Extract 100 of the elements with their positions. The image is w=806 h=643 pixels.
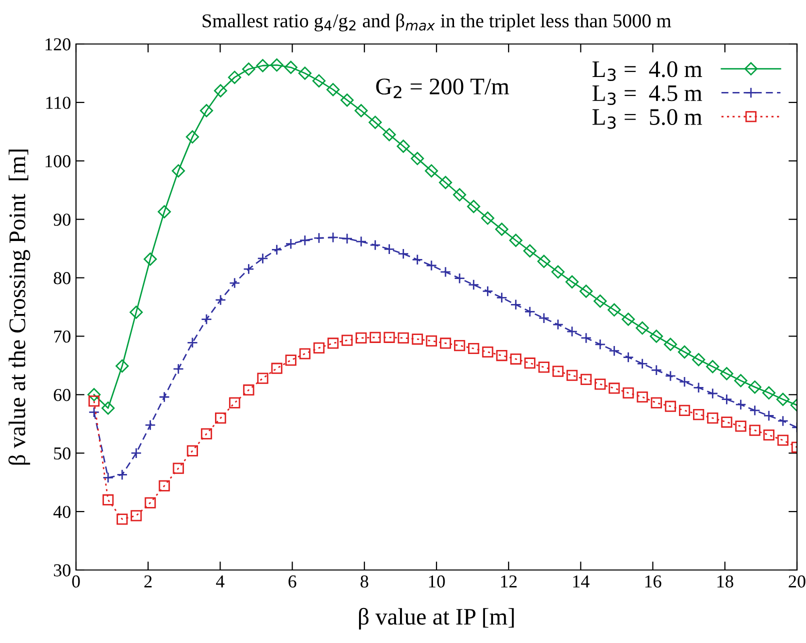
point <box>410 152 424 166</box>
point <box>312 74 326 88</box>
point <box>285 238 296 250</box>
point <box>200 314 212 325</box>
point <box>396 140 410 153</box>
point <box>326 83 340 96</box>
point <box>144 420 156 431</box>
point <box>242 62 256 76</box>
point <box>313 232 325 244</box>
point <box>384 332 395 343</box>
point <box>271 244 282 256</box>
point <box>650 364 662 376</box>
point <box>172 462 184 474</box>
point <box>622 387 634 398</box>
point <box>468 342 480 354</box>
point <box>763 429 774 441</box>
point <box>707 388 718 400</box>
point <box>538 312 550 324</box>
point <box>537 254 551 268</box>
point <box>482 346 494 358</box>
y-tick-label: 120 <box>46 38 70 50</box>
point <box>370 332 381 343</box>
point <box>130 448 142 459</box>
point <box>721 416 732 428</box>
point <box>354 104 368 118</box>
point <box>229 277 240 289</box>
point <box>482 286 494 297</box>
x-tick-label: 20 <box>788 575 806 588</box>
point <box>749 424 760 436</box>
point <box>229 397 240 408</box>
point <box>678 376 690 388</box>
y-tick-label: 80 <box>54 272 70 284</box>
point <box>762 386 776 400</box>
x-tick-label: 10 <box>429 575 445 588</box>
x-tick-label: 16 <box>645 575 662 588</box>
point <box>368 116 382 129</box>
point <box>412 254 423 266</box>
point <box>552 366 564 377</box>
point <box>327 232 339 244</box>
point <box>510 353 522 365</box>
point <box>342 233 353 244</box>
x-tick-label: 12 <box>501 575 517 588</box>
point <box>158 391 170 403</box>
point <box>749 404 760 416</box>
point <box>678 345 692 359</box>
x-tick-label: 4 <box>216 576 224 588</box>
point <box>496 350 508 362</box>
point <box>467 200 480 214</box>
x-axis-title: β value at IP [m] <box>359 608 514 630</box>
point <box>215 412 226 424</box>
point <box>257 372 268 384</box>
point <box>101 402 115 415</box>
point <box>270 58 284 72</box>
y-tick-label: 90 <box>54 214 70 226</box>
point <box>763 410 774 422</box>
point <box>215 294 226 306</box>
x-tick-label: 6 <box>288 575 296 588</box>
point <box>566 326 578 338</box>
point <box>299 234 310 246</box>
point <box>496 292 508 304</box>
point <box>144 252 157 266</box>
point <box>454 272 466 284</box>
point <box>664 370 676 382</box>
point <box>130 510 142 522</box>
point <box>678 404 690 416</box>
point <box>356 236 367 248</box>
point <box>87 388 101 402</box>
point <box>186 337 198 348</box>
point <box>257 252 268 264</box>
point <box>594 378 606 390</box>
point <box>481 212 494 225</box>
point <box>524 358 536 369</box>
y-tick-label: 100 <box>46 155 70 168</box>
point <box>424 164 438 178</box>
point <box>440 338 452 349</box>
point <box>565 275 579 288</box>
point <box>285 354 296 366</box>
point <box>370 239 381 251</box>
point <box>510 299 522 310</box>
point <box>452 188 466 202</box>
point <box>734 374 748 388</box>
point <box>243 263 254 275</box>
point <box>186 445 198 456</box>
point <box>777 434 788 446</box>
point <box>88 396 100 407</box>
point <box>608 303 621 317</box>
point <box>158 480 170 492</box>
point <box>650 397 662 408</box>
point <box>721 394 732 405</box>
point <box>636 321 649 335</box>
x-tick-label: 18 <box>717 575 734 588</box>
point <box>384 244 395 255</box>
point <box>284 60 298 74</box>
point <box>706 360 720 374</box>
point <box>116 359 129 373</box>
legend-label: L$_{3}$ = 4.5 m <box>592 85 702 106</box>
legend-label: L$_{3}$ = 4.0 m <box>592 61 702 82</box>
point <box>580 284 593 298</box>
point <box>426 335 438 346</box>
point <box>650 330 663 343</box>
